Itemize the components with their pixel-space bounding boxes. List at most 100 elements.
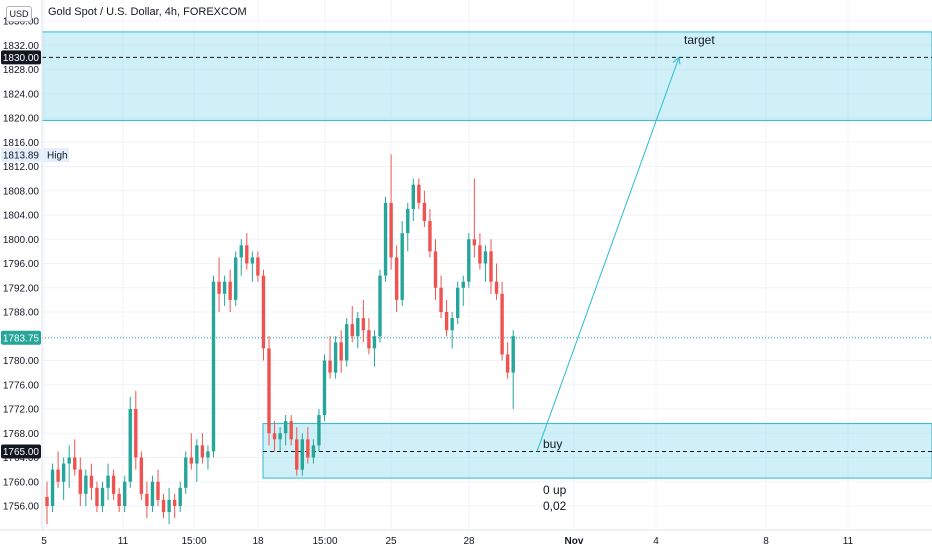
candle[interactable] <box>428 208 432 258</box>
candle-body[interactable] <box>456 287 460 319</box>
candle-body[interactable] <box>172 499 177 506</box>
candle-body[interactable] <box>378 275 382 337</box>
candle-body[interactable] <box>417 184 421 203</box>
candle-body[interactable] <box>222 281 227 294</box>
candle[interactable] <box>378 269 382 343</box>
candle-body[interactable] <box>372 336 377 349</box>
candle-body[interactable] <box>178 487 182 506</box>
candle-body[interactable] <box>228 281 232 300</box>
candle[interactable] <box>417 178 421 209</box>
candle-body[interactable] <box>45 496 49 506</box>
candle-body[interactable] <box>56 469 60 482</box>
candle[interactable] <box>456 281 460 325</box>
candle-body[interactable] <box>295 439 299 470</box>
candle-body[interactable] <box>322 360 327 416</box>
candle-body[interactable] <box>78 469 82 494</box>
candle[interactable] <box>78 457 82 507</box>
candle-body[interactable] <box>444 312 449 331</box>
candle-body[interactable] <box>433 251 438 288</box>
candle[interactable] <box>61 457 66 500</box>
candle-body[interactable] <box>278 433 282 440</box>
candle[interactable] <box>234 251 238 306</box>
currency-button[interactable]: USD <box>6 6 32 22</box>
candle-body[interactable] <box>511 336 515 373</box>
candle[interactable] <box>161 493 166 519</box>
candle[interactable] <box>106 463 110 500</box>
candle-body[interactable] <box>383 202 388 276</box>
candle-body[interactable] <box>333 342 338 373</box>
candle-body[interactable] <box>250 257 255 264</box>
candle-body[interactable] <box>123 481 127 506</box>
candle-body[interactable] <box>184 457 188 488</box>
candle-body[interactable] <box>206 451 210 458</box>
candle[interactable] <box>89 463 94 500</box>
candle-body[interactable] <box>345 324 349 361</box>
candle[interactable] <box>500 281 504 361</box>
candle[interactable] <box>350 305 354 343</box>
candle[interactable] <box>95 481 99 513</box>
candle[interactable] <box>150 475 155 513</box>
candle[interactable] <box>494 263 499 300</box>
candle-body[interactable] <box>245 245 249 264</box>
candle[interactable] <box>189 433 193 470</box>
candle-body[interactable] <box>256 257 260 276</box>
candle-body[interactable] <box>50 469 55 506</box>
candle[interactable] <box>317 409 321 452</box>
candle[interactable] <box>156 469 160 506</box>
candle-body[interactable] <box>422 202 427 222</box>
candle[interactable] <box>367 318 371 355</box>
candle-body[interactable] <box>111 475 116 494</box>
candle-body[interactable] <box>128 409 132 482</box>
candle-body[interactable] <box>239 245 243 258</box>
candle[interactable] <box>178 481 182 513</box>
candle[interactable] <box>372 330 377 367</box>
candle[interactable] <box>311 439 316 464</box>
candle[interactable] <box>67 445 71 488</box>
candle[interactable] <box>300 433 304 476</box>
candle-body[interactable] <box>389 202 393 258</box>
candle-body[interactable] <box>156 481 160 500</box>
candle[interactable] <box>73 439 77 476</box>
candle-body[interactable] <box>73 457 77 470</box>
candle[interactable] <box>45 481 49 525</box>
candle[interactable] <box>145 481 149 519</box>
candle-body[interactable] <box>117 493 121 506</box>
candle[interactable] <box>433 239 438 300</box>
candle[interactable] <box>228 269 232 312</box>
candle-body[interactable] <box>489 251 493 282</box>
target-zone[interactable] <box>41 31 932 121</box>
candle[interactable] <box>239 239 243 276</box>
candle[interactable] <box>100 481 105 513</box>
candle[interactable] <box>123 475 127 513</box>
candle-body[interactable] <box>189 457 193 464</box>
candle-body[interactable] <box>428 221 432 252</box>
candle[interactable] <box>211 275 216 458</box>
candle[interactable] <box>267 336 271 446</box>
candle[interactable] <box>328 336 332 379</box>
candle-body[interactable] <box>317 415 321 446</box>
candle[interactable] <box>505 342 510 379</box>
candle[interactable] <box>217 257 221 312</box>
candle[interactable] <box>167 487 171 525</box>
candle[interactable] <box>245 233 249 270</box>
candle-body[interactable] <box>356 318 360 337</box>
candle-body[interactable] <box>150 481 155 506</box>
candle[interactable] <box>111 469 116 500</box>
candle[interactable] <box>489 239 493 294</box>
candle[interactable] <box>478 233 482 270</box>
candle-body[interactable] <box>467 239 471 282</box>
candle[interactable] <box>472 178 477 258</box>
candle-body[interactable] <box>400 233 404 300</box>
candle[interactable] <box>200 433 205 464</box>
candle-body[interactable] <box>472 239 477 246</box>
candle[interactable] <box>250 251 255 282</box>
candle[interactable] <box>339 330 343 373</box>
candle-body[interactable] <box>394 257 399 300</box>
candle[interactable] <box>411 178 415 222</box>
candle[interactable] <box>422 190 427 228</box>
candle-body[interactable] <box>494 281 499 294</box>
candle[interactable] <box>261 269 266 361</box>
candle[interactable] <box>439 275 443 319</box>
candle-body[interactable] <box>106 475 110 488</box>
candle-body[interactable] <box>406 208 410 234</box>
